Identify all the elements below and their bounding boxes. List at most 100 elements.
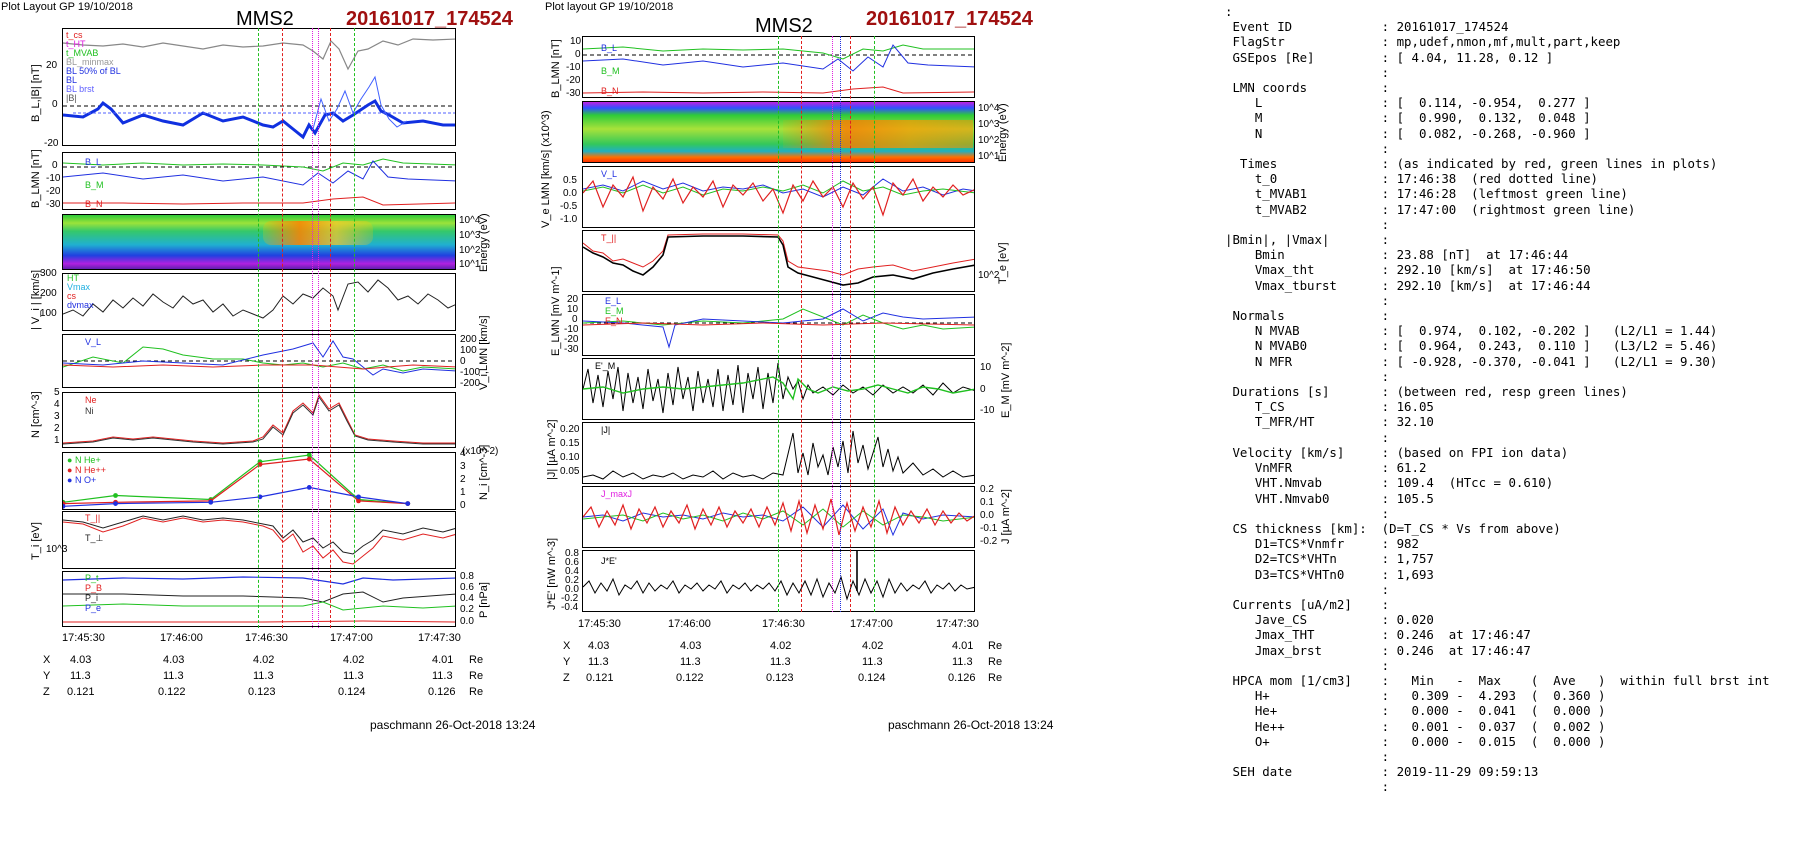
left-p-tick: 0.2	[460, 604, 474, 615]
mid-blmn-label: B_M	[601, 66, 620, 76]
left-n-tick: 3	[54, 411, 60, 422]
mid-ve-label: V_L	[601, 169, 618, 179]
mid-jlmn-tick: -0.2	[980, 536, 998, 547]
left-ti-tick: 10^3	[46, 544, 68, 555]
mid-blmn-tick: -10	[566, 62, 581, 73]
spectro-hot-region	[783, 120, 973, 148]
mid-xtick: 17:45:30	[578, 618, 621, 630]
left-spacecraft-title: MMS2	[236, 8, 294, 30]
left-xtick: 17:47:30	[418, 632, 461, 644]
tperp-trace	[63, 515, 455, 555]
left-event-title: 20161017_174524	[346, 8, 513, 30]
left-blmn-label-bn: B_N	[85, 199, 103, 209]
mid-spacecraft-title: MMS2	[755, 15, 813, 37]
mid-j-tick: 0.10	[560, 452, 580, 463]
left-vlmn-label: V_L	[85, 337, 102, 347]
left-p-label: P_B	[85, 583, 103, 593]
mid-spec-tick: 10^3	[978, 119, 1000, 130]
mid-je-label: J*E'	[601, 556, 617, 566]
left-vi-legend: HT Vmax cs dvmax	[67, 273, 94, 310]
hpca-point	[113, 493, 118, 498]
vi-trace	[63, 279, 455, 319]
mid-blmn-tick: -30	[566, 88, 581, 99]
mid-blmn-tick: 0	[575, 49, 581, 60]
mid-spec-tick: 10^2	[978, 135, 1000, 146]
left-n-legend-ne: Ne	[85, 395, 97, 405]
mid-elmn-tick: -30	[564, 344, 579, 355]
left-p-tick: 0.0	[460, 616, 474, 627]
mid-t0-line	[832, 36, 833, 612]
left-hpca-tick: 2	[460, 474, 466, 485]
left-spec-tick: 10^1	[459, 259, 481, 270]
mid-footer: paschmann 26-Oct-2018 13:24	[888, 718, 1054, 732]
mid-elmn-tick: 0	[572, 314, 578, 325]
hpca-point	[306, 453, 312, 458]
mid-jlmn-ylabel: J [µA m^-2]	[1000, 489, 1012, 544]
mid-xtick: 17:47:00	[850, 618, 893, 630]
left-panel-spectrogram	[62, 214, 456, 270]
left-vlmn-tick: 0	[460, 356, 466, 367]
left-p-label: P_i	[85, 593, 99, 603]
mid-ve-tick: -1.0	[560, 214, 578, 225]
mid-spec-tick: 10^4	[978, 103, 1000, 114]
left-vi-plot	[63, 279, 455, 319]
mid-te-tick: 10^2	[978, 270, 1000, 281]
left-blmn-tick: -30	[46, 199, 61, 210]
mid-elmn-ylabel: E_LMN [mV m^-1]	[550, 266, 562, 356]
mid-header: Plot layout GP 19/10/2018	[545, 1, 674, 13]
left-t0-line	[312, 28, 313, 628]
mid-j-ylabel: |J| [µA m^-2]	[546, 419, 558, 480]
mid-elmn-label: E_N	[605, 316, 623, 326]
left-bl-tick: 0	[52, 99, 58, 110]
left-footer: paschmann 26-Oct-2018 13:24	[370, 718, 536, 732]
mid-elmn-tick: 20	[567, 294, 579, 305]
left-blmn-label-bm: B_M	[85, 180, 104, 190]
left-bl-legend: t_cs t_HT t_MVAB BL_minmax BL 50% of BL …	[66, 30, 121, 103]
left-panel-n: Ne Ni	[62, 392, 456, 448]
mid-xtick: 17:47:30	[936, 618, 979, 630]
mid-blmn-tick: 10	[570, 36, 582, 47]
left-n-tick: 2	[54, 423, 60, 434]
vl-trace	[63, 340, 455, 376]
left-ti-ylabel: T_i [eV]	[30, 522, 42, 560]
hpca-point	[356, 494, 361, 500]
mid-je-tick: 0.4	[565, 566, 579, 577]
mid-jlmn-plot	[583, 498, 974, 537]
mid-jlmn-tick: 0.2	[980, 484, 994, 495]
left-spec-tick: 10^2	[459, 245, 481, 256]
left-blmn-label-bl: B_L	[85, 157, 102, 167]
left-vi-tick: 100	[40, 308, 57, 319]
vm-trace	[63, 346, 455, 372]
bl-trace	[63, 98, 455, 140]
hpca-point	[208, 499, 214, 505]
left-bl-plot	[63, 38, 455, 140]
left-hpca-legend: ● N He+ ● N He++ ● N O+	[67, 455, 106, 485]
left-spec-tick: 10^3	[459, 230, 481, 241]
mid-elmn-label: E_M	[605, 306, 624, 316]
left-panel-bl: t_cs t_HT t_MVAB BL_minmax BL 50% of BL …	[62, 28, 456, 146]
bm-trace	[63, 158, 455, 172]
mid-em-tick: -10	[980, 405, 995, 416]
mid-je-tick: 0.8	[565, 548, 579, 559]
left-hpca-ylabel: N_i [cm^-3]	[478, 444, 490, 500]
mid-j-tick: 0.15	[560, 438, 580, 449]
left-hpca-tick: 1	[460, 487, 466, 498]
mid-je-tick: -0.4	[561, 602, 579, 613]
ni-trace	[63, 395, 455, 445]
left-xtick: 17:45:30	[62, 632, 105, 644]
mid-j-tick: 0.20	[560, 424, 580, 435]
tpar-trace	[63, 517, 455, 565]
left-vi-tick: 200	[40, 288, 57, 299]
left-p-plot	[63, 576, 455, 623]
hpca-point	[113, 501, 118, 506]
mid-blmn-tick: -20	[566, 75, 581, 86]
mid-jlmn-tick: -0.1	[980, 523, 998, 534]
left-header: Plot Layout GP 19/10/2018	[1, 1, 133, 13]
left-ti-plot	[63, 515, 455, 565]
hpca-point	[306, 485, 312, 490]
left-p-tick: 0.6	[460, 582, 474, 593]
bl-brst-trace	[312, 75, 408, 130]
mid-blmn-plot	[583, 44, 974, 94]
mid-elmn-tick: -20	[564, 334, 579, 345]
mid-te-plot	[583, 233, 974, 286]
